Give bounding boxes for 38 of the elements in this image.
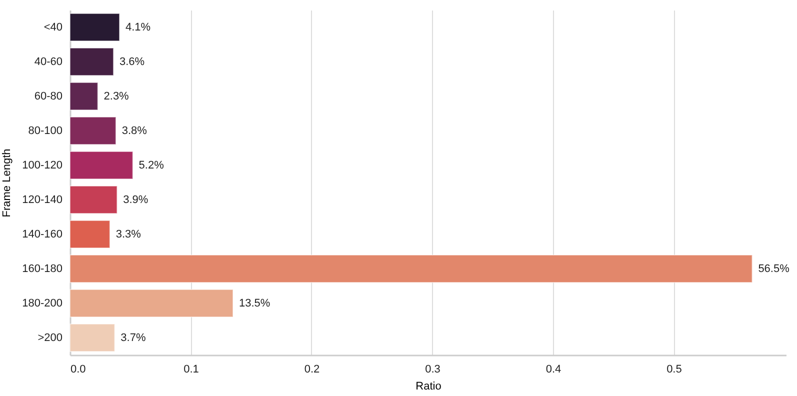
data-label: 56.5% [758,262,790,275]
y-tick-label: 80-100 [28,124,62,137]
y-tick-label: 120-140 [22,194,62,206]
y-tick-label: 140-160 [22,228,62,240]
y-tick-label: 40-60 [34,56,62,68]
data-label: 13.5% [239,297,270,310]
x-tick-label: 0.3 [425,364,440,376]
data-label: 3.3% [116,228,142,240]
bar [70,47,114,76]
y-tick-label: 100-120 [22,159,62,172]
data-label: 3.6% [119,56,145,68]
data-label: 2.3% [104,90,130,102]
bar [70,254,753,284]
data-label: 5.2% [138,159,164,172]
x-tick-label: 0.2 [304,364,320,376]
bar [70,323,116,352]
bar [70,82,98,111]
bar [70,185,118,214]
bar [70,220,110,249]
data-label: 3.9% [123,194,148,206]
y-axis-title: Frame Length [1,148,14,218]
x-tick-label: 0.0 [70,364,86,376]
x-tick-label: 0.1 [184,364,199,376]
data-label: 4.1% [126,21,151,34]
data-label: 3.8% [122,124,148,137]
y-tick-label: 60-80 [34,90,62,102]
data-label: 3.7% [120,332,146,344]
bar [70,288,234,318]
bar [70,116,116,146]
x-tick-label: 0.5 [666,364,682,376]
y-tick-label: 160-180 [22,262,62,275]
y-tick-label: 180-200 [22,297,62,310]
x-axis-title: Ratio [416,380,442,392]
bar [70,150,134,180]
y-tick-label: <40 [44,21,62,34]
x-tick-label: 0.4 [546,364,562,376]
y-tick-label: >200 [38,332,62,344]
bar [70,12,120,42]
